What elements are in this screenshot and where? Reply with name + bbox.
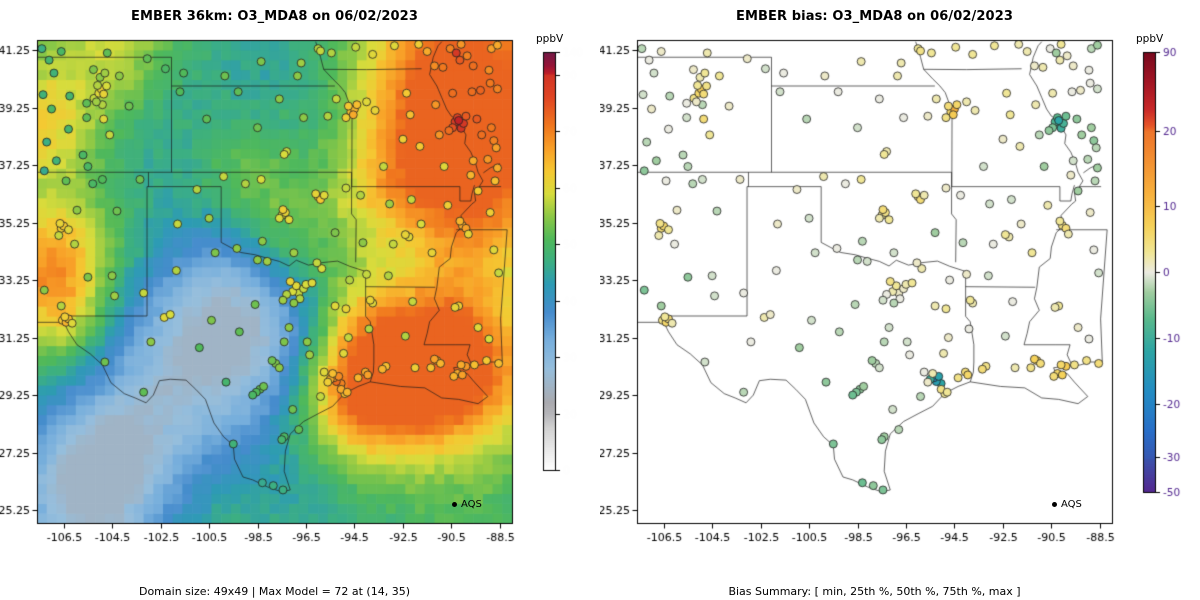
left-caption: Domain size: 49x49 | Max Model = 72 at (… (0, 551, 549, 600)
right-caption-line1: Bias Summary: [ min, 25th %, 50th %, 75t… (728, 585, 1021, 598)
bias-map-panel: EMBER bias: O3_MDA8 on 06/02/2023 ppbV A… (600, 0, 1200, 600)
left-aqs-legend: AQS (452, 499, 482, 510)
right-aqs-legend-label: AQS (1061, 499, 1082, 510)
left-caption-line1: Domain size: 49x49 | Max Model = 72 at (… (138, 585, 410, 598)
left-panel-title: EMBER 36km: O3_MDA8 on 06/02/2023 (131, 9, 418, 24)
right-aqs-legend: AQS (1052, 499, 1082, 510)
left-aqs-legend-label: AQS (461, 499, 482, 510)
model-map-panel: EMBER 36km: O3_MDA8 on 06/02/2023 ppbV A… (0, 0, 600, 600)
right-colorbar-unit-label: ppbV (1136, 33, 1164, 45)
model-map-canvas (0, 0, 600, 545)
bias-map-canvas (600, 0, 1200, 545)
right-panel-title: EMBER bias: O3_MDA8 on 06/02/2023 (736, 9, 1013, 24)
left-colorbar-unit-label: ppbV (536, 33, 564, 45)
right-caption: Bias Summary: [ min, 25th %, 50th %, 75t… (600, 551, 1149, 600)
aqs-dot-icon (452, 502, 457, 507)
aqs-dot-icon (1052, 502, 1057, 507)
